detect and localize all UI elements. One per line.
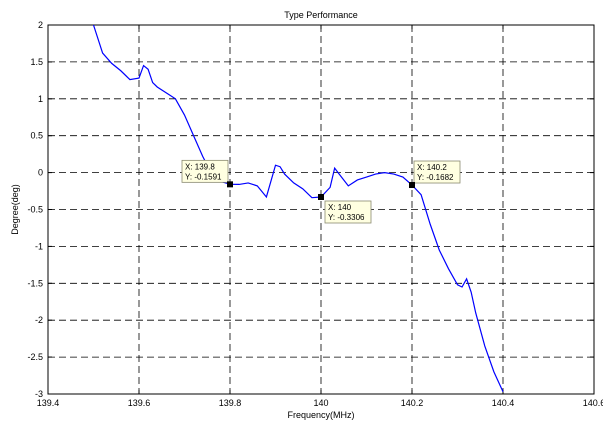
x-tick-labels: 139.4 139.6 139.8 140 140.2 140.4 140.6 <box>37 398 603 408</box>
datatip-y-label: Y: -0.1591 <box>185 172 222 181</box>
datatip-box <box>324 200 372 224</box>
datatip-marker <box>227 181 233 188</box>
y-tick-label: -0.5 <box>27 205 43 215</box>
y-tick-label: -1.5 <box>27 278 43 288</box>
x-tick-label: 140.4 <box>492 398 515 408</box>
y-tick-label: 0 <box>38 168 43 178</box>
y-tick-label: -2.5 <box>27 352 43 362</box>
datatip-marker <box>409 182 415 189</box>
chart-title: Type Performance <box>284 10 358 20</box>
datatip-x-label: X: 140 <box>328 203 352 212</box>
datatip-x-label: X: 139.8 <box>185 162 215 171</box>
y-tick-label: 1.5 <box>30 57 43 67</box>
x-tick-label: 139.4 <box>37 398 60 408</box>
y-tick-label: 2 <box>38 20 43 30</box>
x-tick-label: 139.6 <box>128 398 151 408</box>
datatip-x-label: X: 140.2 <box>417 163 447 172</box>
datatip: X: 140.2Y: -0.1682 <box>409 160 461 189</box>
datatip-y-label: Y: -0.1682 <box>417 173 454 182</box>
y-tick-labels: 2 1.5 1 0.5 0 -0.5 -1 -1.5 -2 -2.5 -3 <box>27 20 43 399</box>
grid-lines <box>48 25 594 394</box>
datatip-box <box>413 160 461 184</box>
datatip-y-label: Y: -0.3306 <box>328 213 365 222</box>
series-line <box>92 25 504 393</box>
x-tick-label: 139.8 <box>219 398 242 408</box>
series-layer <box>92 25 504 393</box>
x-axis-title: Frequency(MHz) <box>287 410 354 420</box>
y-tick-label: 1 <box>38 94 43 104</box>
x-tick-label: 140.6 <box>583 398 603 408</box>
datatip-box <box>181 159 229 183</box>
y-axis-title: Degree(deg) <box>10 184 20 235</box>
datatip-marker <box>318 193 324 200</box>
y-tick-label: -3 <box>35 389 43 399</box>
y-tick-label: -2 <box>35 315 43 325</box>
x-tick-label: 140.2 <box>401 398 424 408</box>
y-tick-label: -1 <box>35 241 43 251</box>
datatip: X: 139.8Y: -0.1591 <box>181 159 233 188</box>
y-tick-label: 0.5 <box>30 131 43 141</box>
x-tick-label: 140 <box>313 398 328 408</box>
